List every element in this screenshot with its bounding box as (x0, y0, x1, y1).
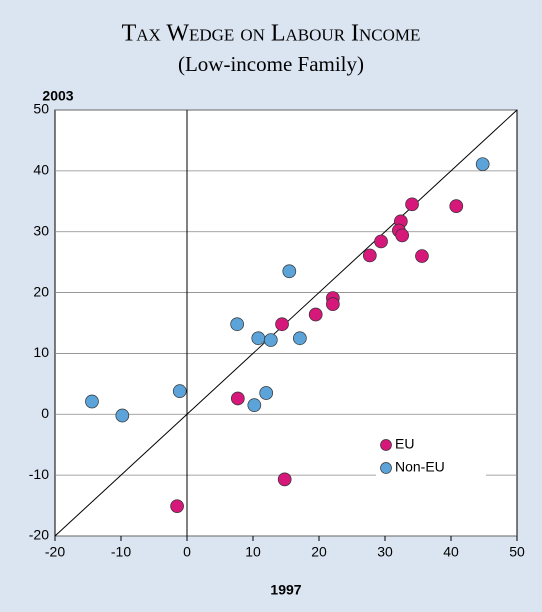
x-tick-label: -20 (45, 544, 65, 560)
y-tick-label: 50 (33, 101, 49, 117)
point (374, 234, 388, 249)
point (230, 317, 245, 332)
legend-label: EU (395, 436, 414, 452)
point (85, 394, 99, 409)
point (263, 333, 278, 347)
point (293, 331, 307, 346)
x-tick-label: -10 (111, 544, 131, 560)
point (395, 228, 410, 243)
x-tick-label: 40 (443, 544, 459, 560)
y-tick-label: -20 (29, 527, 49, 543)
point (475, 157, 490, 172)
point (115, 408, 130, 423)
y-tick-label: 30 (33, 222, 49, 238)
x-axis-label: 1997 (270, 582, 301, 598)
point (230, 391, 245, 406)
point (449, 199, 464, 214)
x-tick-label: 20 (311, 544, 327, 560)
x-tick-label: 10 (245, 544, 261, 560)
point (308, 307, 323, 322)
point (251, 331, 266, 346)
x-tick-label: 0 (183, 544, 191, 560)
point (172, 384, 187, 399)
point (259, 386, 274, 400)
y-axis-label: 2003 (42, 88, 73, 104)
point (326, 297, 340, 311)
y-tick-label: 10 (33, 344, 49, 360)
y-tick-label: 40 (33, 162, 49, 178)
chart-subtitle: (Low-income Family) (178, 52, 364, 76)
point (247, 398, 262, 413)
legend-label: Non-EU (395, 459, 445, 475)
point (362, 248, 377, 263)
point (170, 499, 184, 514)
point (275, 317, 289, 332)
x-tick-label: 30 (377, 544, 393, 560)
point (415, 249, 429, 263)
y-tick-label: 20 (33, 283, 49, 299)
chart-title: Tax Wedge on Labour Income (122, 21, 421, 47)
legend-marker (380, 462, 392, 474)
y-tick-label: 0 (41, 405, 49, 421)
legend-marker (380, 439, 392, 451)
point (405, 197, 419, 212)
point (277, 472, 292, 487)
point (282, 264, 297, 279)
x-tick-label: 50 (509, 544, 525, 560)
legend-box (376, 433, 486, 481)
y-tick-label: -10 (29, 466, 49, 482)
